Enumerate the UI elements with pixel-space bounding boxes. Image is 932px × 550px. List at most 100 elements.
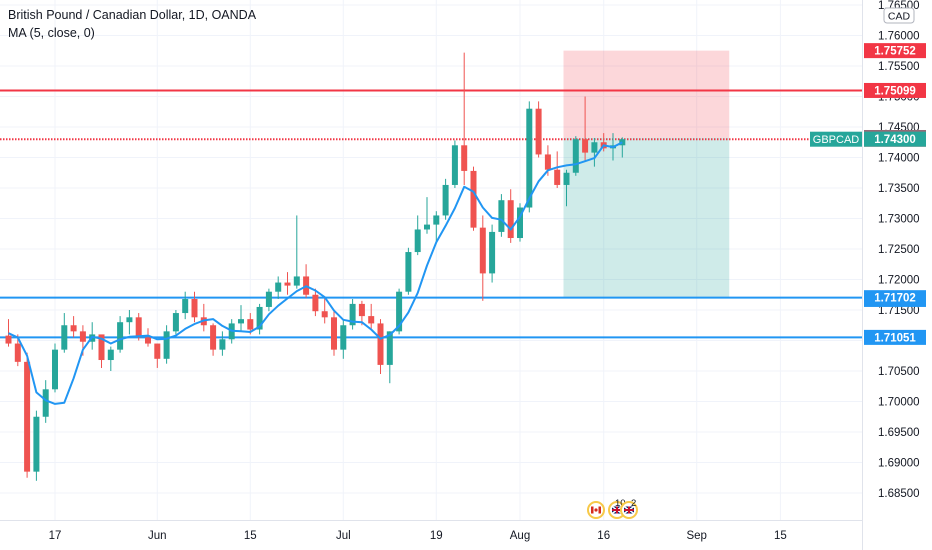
price-tick-label: 1.69000 xyxy=(878,458,920,470)
candle xyxy=(117,316,124,353)
candle-body xyxy=(126,317,133,323)
indicator-legend[interactable]: MA (5, close, 0) xyxy=(8,26,95,40)
time-tick-label: 15 xyxy=(244,530,257,542)
moving-average xyxy=(8,141,623,405)
price-tag-bg xyxy=(864,43,926,59)
ma-line xyxy=(8,141,623,405)
candle xyxy=(479,215,486,301)
candle-body xyxy=(424,224,430,230)
candle xyxy=(265,288,272,312)
candle xyxy=(489,224,496,283)
candle-body xyxy=(396,291,403,332)
candle xyxy=(312,288,319,317)
candle-body xyxy=(24,361,31,472)
candle-body xyxy=(451,145,458,185)
events-row[interactable]: 10 2 xyxy=(587,498,638,519)
candle-body xyxy=(275,282,282,292)
candle-body xyxy=(572,139,579,173)
candle-body xyxy=(219,339,226,350)
price-tick-label: 1.75500 xyxy=(878,61,920,73)
candle-body xyxy=(238,319,244,324)
price-tag-text: 1.71702 xyxy=(874,293,916,305)
candle-body xyxy=(498,200,505,232)
candle-body xyxy=(433,215,440,225)
candle xyxy=(24,352,31,478)
price-tick-label: 1.73500 xyxy=(878,183,920,195)
chart-title: British Pound / Canadian Dollar, 1D, OAN… xyxy=(8,8,257,22)
candle-body xyxy=(331,317,337,350)
uk-flag-icon[interactable]: 2 xyxy=(620,498,638,519)
candle-body xyxy=(14,343,21,362)
candle xyxy=(572,136,579,176)
candle xyxy=(424,197,430,234)
price-axis[interactable]: 1.68500 1.69000 1.69500 1.70000 1.70500 1.710… xyxy=(862,0,920,550)
price-tag-bg xyxy=(864,329,926,345)
time-axis[interactable]: 17 Jun 15 Jul 19 Aug 16 Sep 15 xyxy=(0,520,862,543)
candle xyxy=(582,96,589,161)
price-tick-label: 1.70500 xyxy=(878,366,920,378)
support-lower-tag: 1.71051 xyxy=(864,329,926,345)
candle-body xyxy=(210,325,217,350)
candle xyxy=(377,319,384,375)
take-profit-zone xyxy=(563,137,730,298)
candle-body xyxy=(591,142,598,153)
candle-body xyxy=(563,172,570,185)
candle-body xyxy=(386,331,393,365)
candle-body xyxy=(33,416,40,472)
candle-body xyxy=(79,331,86,342)
candle xyxy=(52,343,58,393)
flag-band xyxy=(591,506,594,514)
candle-body xyxy=(191,299,198,318)
last-price-tag: 1.74300 xyxy=(864,131,926,147)
flag-band xyxy=(598,506,601,514)
candle xyxy=(470,166,477,231)
candle-body xyxy=(145,337,151,344)
candle xyxy=(442,178,449,220)
candle-body xyxy=(470,170,477,228)
candle xyxy=(42,380,49,423)
candle-body xyxy=(517,207,523,239)
candle xyxy=(126,310,133,335)
support-upper-tag: 1.71702 xyxy=(864,290,926,306)
candle xyxy=(5,319,12,347)
candle xyxy=(172,310,179,335)
candles xyxy=(5,52,626,481)
symbol-chip xyxy=(810,131,862,147)
candle-body xyxy=(358,303,365,317)
grid xyxy=(0,0,862,520)
candle-body xyxy=(247,319,254,330)
candle-body xyxy=(163,331,170,359)
price-tag-bg xyxy=(864,82,926,98)
candle xyxy=(340,319,347,359)
candle xyxy=(61,313,68,353)
price-tag: 1.75752 xyxy=(864,43,926,59)
time-tick-label: Jul xyxy=(336,530,351,542)
candle xyxy=(219,331,226,356)
price-tick-label: 1.70000 xyxy=(878,397,920,409)
candle xyxy=(275,276,282,300)
candle-body xyxy=(107,349,114,361)
candle xyxy=(331,311,337,356)
price-tick-label: 1.72000 xyxy=(878,275,920,287)
stop-loss-zone xyxy=(563,50,730,138)
candle xyxy=(284,272,291,295)
candle xyxy=(107,346,114,371)
candle-body xyxy=(535,108,542,155)
candle xyxy=(451,140,458,188)
event-count: 10 xyxy=(615,498,626,509)
candle xyxy=(145,328,151,347)
candle-body xyxy=(377,323,384,365)
price-tick-label: 1.69500 xyxy=(878,427,920,439)
symbol-chip-label: GBPCAD xyxy=(813,134,860,146)
candle-body xyxy=(265,291,272,307)
canada-flag-icon[interactable] xyxy=(587,501,605,519)
candle-body xyxy=(554,169,561,185)
candle-body xyxy=(312,294,319,312)
candle xyxy=(405,247,412,295)
candle xyxy=(368,303,375,330)
candle-body xyxy=(52,349,58,390)
candle-body xyxy=(182,299,189,314)
candle xyxy=(163,325,170,364)
